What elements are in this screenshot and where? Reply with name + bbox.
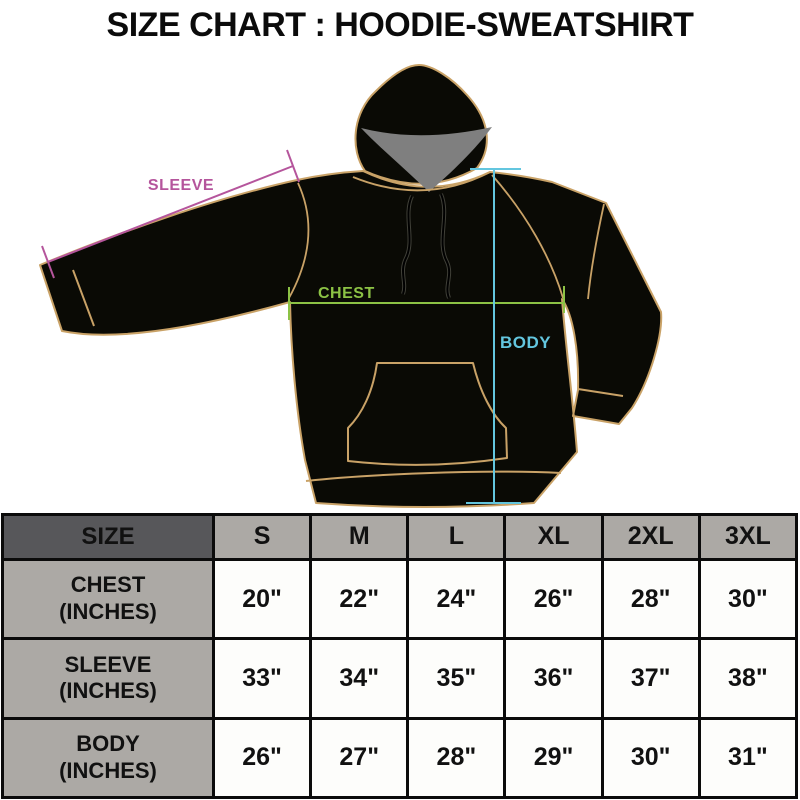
body-value-m: 27"	[309, 716, 410, 800]
row-label-unit: (INCHES)	[59, 757, 157, 783]
collar-seam	[352, 171, 491, 192]
right-armhole-seam	[491, 174, 564, 299]
body-value-3xl: 31"	[697, 716, 799, 800]
row-label-text: BODY	[76, 730, 140, 756]
size-col-m: M	[309, 513, 410, 561]
table-row-sleeve: SLEEVE (INCHES) 33" 34" 35" 36" 37" 38"	[1, 637, 799, 720]
left-cuff-seam	[72, 269, 95, 327]
sleeve-value-m: 34"	[309, 637, 410, 720]
page-title: SIZE CHART : HOODIE-SWEATSHIRT	[106, 6, 694, 44]
sleeve-measure-tick-end	[286, 149, 300, 183]
sleeve-value-xl: 36"	[503, 637, 604, 720]
size-col-xl: XL	[503, 513, 604, 561]
right-drawstring	[440, 193, 451, 299]
hoodie-size-diagram: SLEEVE CHEST BODY	[39, 64, 663, 508]
body-measurement: BODY	[466, 168, 551, 504]
hoodie-illustration	[39, 64, 663, 508]
chest-value-xl: 26"	[503, 557, 604, 641]
row-label-text: CHEST	[70, 572, 146, 598]
sleeve-value-s: 33"	[211, 637, 313, 720]
row-label-chest: CHEST (INCHES)	[1, 557, 215, 641]
sleeve-measure-line	[47, 165, 294, 263]
chest-label: CHEST	[318, 285, 375, 302]
right-cuff-seam	[577, 388, 624, 397]
sleeve-value-2xl: 37"	[600, 637, 701, 720]
left-armhole-seam	[288, 182, 310, 299]
chest-value-m: 22"	[309, 557, 410, 641]
sleeve-value-3xl: 38"	[697, 637, 799, 720]
row-label-sleeve: SLEEVE (INCHES)	[1, 637, 215, 720]
size-col-3xl: 3XL	[697, 513, 799, 561]
table-header-row: SIZE S M L XL 2XL 3XL	[1, 513, 799, 561]
sleeve-measurement: SLEEVE	[41, 149, 300, 279]
body-value-xl: 29"	[503, 716, 604, 800]
chest-value-2xl: 28"	[600, 557, 701, 641]
hood-lining	[361, 127, 492, 192]
chest-value-l: 24"	[406, 557, 507, 641]
sleeve-value-l: 35"	[406, 637, 507, 720]
size-col-2xl: 2XL	[600, 513, 701, 561]
body-label: BODY	[500, 333, 551, 352]
row-label-text: SLEEVE	[64, 651, 152, 677]
table-row-chest: CHEST (INCHES) 20" 22" 24" 26" 28" 30"	[1, 557, 799, 641]
row-label-unit: (INCHES)	[59, 678, 157, 704]
row-label-unit: (INCHES)	[59, 599, 157, 625]
size-col-s: S	[211, 513, 313, 561]
kangaroo-pocket	[347, 362, 508, 466]
chest-value-s: 20"	[211, 557, 313, 641]
hem-seam	[305, 470, 562, 482]
left-drawstring	[402, 195, 413, 295]
size-col-l: L	[406, 513, 507, 561]
size-table: SIZE S M L XL 2XL 3XL CHEST (INCHES) 20"…	[1, 513, 799, 800]
table-row-body: BODY (INCHES) 26" 27" 28" 29" 30" 31"	[1, 716, 799, 800]
body-value-l: 28"	[406, 716, 507, 800]
chest-measurement: CHEST	[288, 285, 565, 320]
chest-value-3xl: 30"	[697, 557, 799, 641]
row-label-body: BODY (INCHES)	[1, 716, 215, 800]
sleeve-measure-tick-start	[41, 245, 55, 279]
body-value-2xl: 30"	[600, 716, 701, 800]
hoodie-silhouette	[39, 170, 663, 508]
body-value-s: 26"	[211, 716, 313, 800]
sleeve-label: SLEEVE	[148, 177, 214, 194]
size-corner-cell: SIZE	[1, 513, 215, 561]
right-shoulder-seam	[587, 203, 605, 300]
